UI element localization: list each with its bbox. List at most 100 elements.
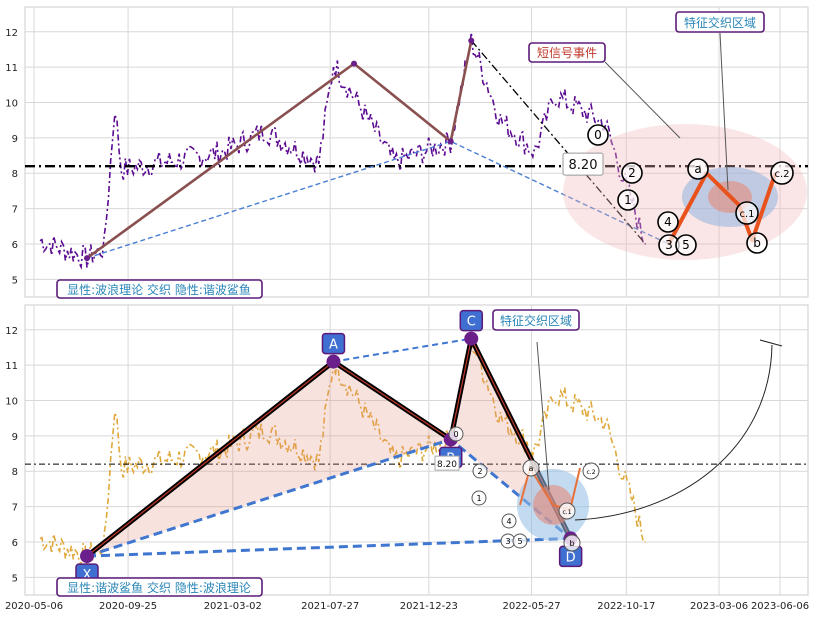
top-y-ticks: 5 6 7 8 9 10 11 12 — [5, 28, 18, 287]
pattern-ac — [333, 337, 472, 363]
wave-label: c.1 — [739, 209, 754, 220]
xabcd-point-a — [326, 354, 341, 369]
wave-label-circle — [563, 534, 581, 552]
wave-label-circle — [471, 490, 487, 506]
wave-label: 1 — [476, 494, 481, 503]
wave-label: b — [753, 236, 761, 250]
wave-label-circle — [522, 459, 540, 477]
hline-label-box — [562, 152, 604, 176]
pivot-marker — [84, 255, 91, 262]
wave-label-circle — [675, 234, 697, 256]
feature-zone-label-bottom: 特征交织区域 — [500, 313, 572, 328]
bottom-series — [25, 330, 808, 568]
y-tick-label: 12 — [5, 28, 18, 39]
wave-label: 2 — [628, 166, 636, 180]
x-tick-label: 2021-03-02 — [204, 601, 262, 612]
wave-label: 1 — [624, 193, 632, 207]
bottom-x-ticks: 2020-05-06 2020-09-25 2021-03-02 2021-07-27… — [5, 601, 809, 612]
wave-line — [86, 40, 473, 260]
wave-label: 2 — [477, 467, 482, 476]
hline-label: 8.20 — [569, 158, 598, 173]
wave-label: 3 — [505, 537, 510, 546]
y-tick-label: 6 — [12, 240, 18, 251]
xabcd-label-x: X — [83, 568, 92, 583]
y-tick-label: 9 — [12, 432, 18, 443]
y-tick-label: 11 — [5, 361, 18, 372]
price-series — [39, 330, 646, 568]
projection-curve — [574, 344, 773, 521]
wave-label: c.1 — [562, 509, 571, 516]
wave-label: c.2 — [774, 169, 789, 180]
xabcd-label-a: A — [329, 338, 338, 353]
wave-label: 4 — [506, 517, 511, 526]
y-tick-label: 10 — [5, 396, 18, 407]
xabcd-label-c: C — [467, 315, 476, 330]
feature-zone-label-top: 特征交织区域 — [684, 15, 756, 30]
wave-label: 4 — [664, 215, 672, 229]
wave-label-circle — [582, 462, 600, 480]
wave-label-circle — [770, 161, 794, 185]
feature-zone-arrow-bottom — [536, 341, 550, 491]
wave-label: 0 — [453, 430, 458, 439]
wave-label-circle — [558, 502, 576, 520]
short-signal-label: 短信号事件 — [537, 46, 597, 60]
feature-zone-callout-top: 特征交织区域 — [675, 11, 765, 33]
wave-label: b — [569, 539, 574, 548]
xabcd-point-c — [464, 331, 479, 346]
xabcd-label-d: D — [566, 550, 576, 565]
x-tick-label: 2020-09-25 — [99, 601, 157, 612]
triangle-xab — [87, 361, 451, 557]
bottom-y-ticks: 5 6 7 8 9 10 11 12 — [5, 326, 18, 585]
short-signal-callout: 短信号事件 — [528, 42, 606, 63]
wave-label: 5 — [517, 537, 522, 546]
x-tick-label: 2021-07-27 — [301, 601, 359, 612]
y-tick-label: 10 — [5, 98, 18, 109]
x-tick-label: 2020-05-06 — [5, 601, 63, 612]
wave-label: 3 — [665, 238, 673, 252]
x-tick-label: 2022-05-27 — [502, 601, 560, 612]
xabcd-box-c — [459, 309, 484, 332]
hline-label: 8.20 — [437, 460, 457, 470]
x-tick-label: 2022-10-17 — [597, 601, 655, 612]
wave-label: a — [694, 162, 701, 176]
caption-top-label: 显性:波浪理论 交织 隐性:谐波鲨鱼 — [67, 282, 251, 297]
dashdot-line — [470, 40, 646, 245]
wave-label-circle — [448, 426, 464, 442]
feature-zone-callout-bottom: 特征交织区域 — [492, 309, 580, 331]
wave-label-circle — [617, 189, 639, 211]
x-tick-label: 2023-03-06 — [690, 601, 748, 612]
wave-label-circle — [746, 232, 768, 254]
top-grid — [25, 7, 808, 297]
zigzag-line-bottom — [519, 465, 581, 512]
pivot-marker — [350, 60, 357, 67]
wave-label-circle — [472, 463, 488, 479]
wave-label: c.2 — [586, 469, 595, 476]
y-tick-label: 8 — [12, 169, 18, 180]
xabcd-box-a — [321, 332, 346, 355]
wave-label: 5 — [682, 238, 690, 252]
y-tick-label: 12 — [5, 326, 18, 337]
price-series — [39, 32, 646, 270]
hline-label-box — [434, 455, 460, 471]
caption-top: 显性:波浪理论 交织 隐性:谐波鲨鱼 — [56, 279, 263, 299]
wave-label-circle — [501, 513, 517, 529]
y-tick-label: 9 — [12, 134, 18, 145]
wave-label-circle — [735, 201, 759, 225]
wave-label: 0 — [594, 128, 602, 142]
y-tick-label: 7 — [12, 503, 18, 514]
pivot-marker — [468, 37, 475, 44]
wave-label: a — [529, 464, 534, 473]
top-overlays: 8.20 0 2 1 4 3 5 a b c.1 c.2 — [562, 32, 807, 260]
x-tick-label: 2021-12-23 — [400, 601, 458, 612]
xabcd-point-x — [80, 549, 95, 564]
wave-label-circle — [687, 158, 709, 180]
y-tick-label: 5 — [12, 573, 18, 584]
y-tick-label: 8 — [12, 467, 18, 478]
wave-label-circle — [657, 211, 679, 233]
pattern-xd — [86, 536, 571, 558]
y-tick-label: 5 — [12, 275, 18, 286]
feature-zone-arrow-top — [719, 32, 729, 191]
